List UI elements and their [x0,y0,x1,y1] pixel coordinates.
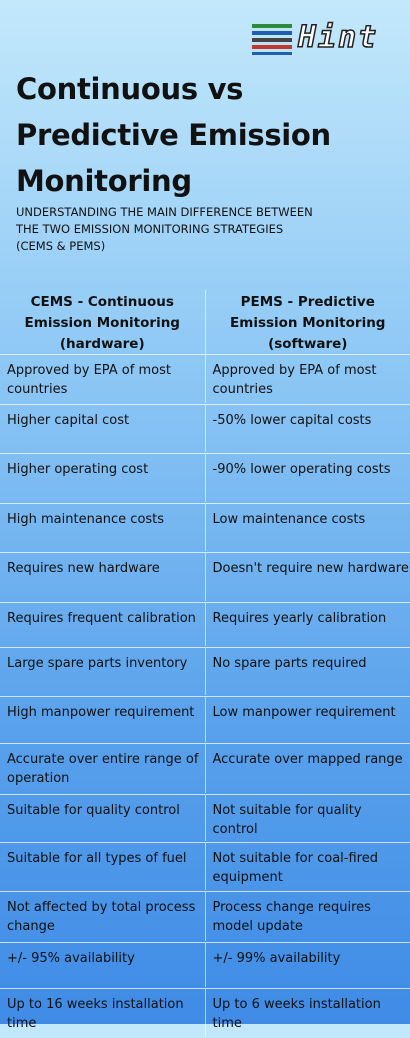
title-line: Continuous vs [16,66,331,112]
table-cell: Not affected by total process change [0,892,205,941]
table-cell: Higher operating cost [0,454,205,502]
table-cell: Up to 16 weeks installation time [0,989,205,1037]
column-header-line: Emission Monitoring [0,313,205,334]
table-cell: Suitable for all types of fuel [0,843,205,890]
table-cell: +/- 99% availability [205,943,410,987]
table-cell: Low manpower requirement [205,697,410,742]
subtitle-line: UNDERSTANDING THE MAIN DIFFERENCE BETWEE… [16,204,313,221]
table-cell: Requires new hardware [0,553,205,601]
table-cell: Requires frequent calibration [0,603,205,646]
logo-text: Hint [298,20,378,55]
table-cell: Approved by EPA of most countries [205,355,410,403]
table-cell: Low maintenance costs [205,504,410,551]
table-cell: High maintenance costs [0,504,205,551]
column-header-line: PEMS - Predictive [206,292,410,313]
table-cell: Doesn't require new hardware [205,553,410,601]
column-header-line: CEMS - Continuous [0,292,205,313]
table-cell: Not suitable for quality control [205,795,410,841]
subtitle-line: (CEMS & PEMS) [16,238,313,255]
table-cell: Accurate over mapped range [205,744,410,793]
table-cell: +/- 95% availability [0,943,205,987]
title-line: Predictive Emission [16,112,331,158]
column-header-line: (hardware) [0,334,205,355]
table-cell: Accurate over entire range of operation [0,744,205,793]
subtitle-line: THE TWO EMISSION MONITORING STRATEGIES [16,221,313,238]
title-line: Monitoring [16,158,331,204]
table-row: +/- 95% availability+/- 99% availability [0,942,410,988]
table-cell: No spare parts required [205,648,410,695]
subtitle: UNDERSTANDING THE MAIN DIFFERENCE BETWEE… [16,204,313,255]
table-cell: High manpower requirement [0,697,205,742]
column-header-line: Emission Monitoring [206,313,410,334]
table-cell: Large spare parts inventory [0,648,205,695]
table-cell: Approved by EPA of most countries [0,355,205,403]
column-header-line: (software) [206,334,410,355]
table-cell: Process change requires model update [205,892,410,941]
table-cell: Suitable for quality control [0,795,205,841]
table-row: Higher operating cost-90% lower operatin… [0,453,410,503]
table-cell: -50% lower capital costs [205,405,410,452]
table-row: Higher capital cost-50% lower capital co… [0,404,410,453]
table-cell: Up to 6 weeks installation time [205,989,410,1037]
table-cell: Requires yearly calibration [205,603,410,646]
table-cell: -90% lower operating costs [205,454,410,502]
table-cell: Higher capital cost [0,405,205,452]
table-cell: Not suitable for coal-fired equipment [205,843,410,890]
